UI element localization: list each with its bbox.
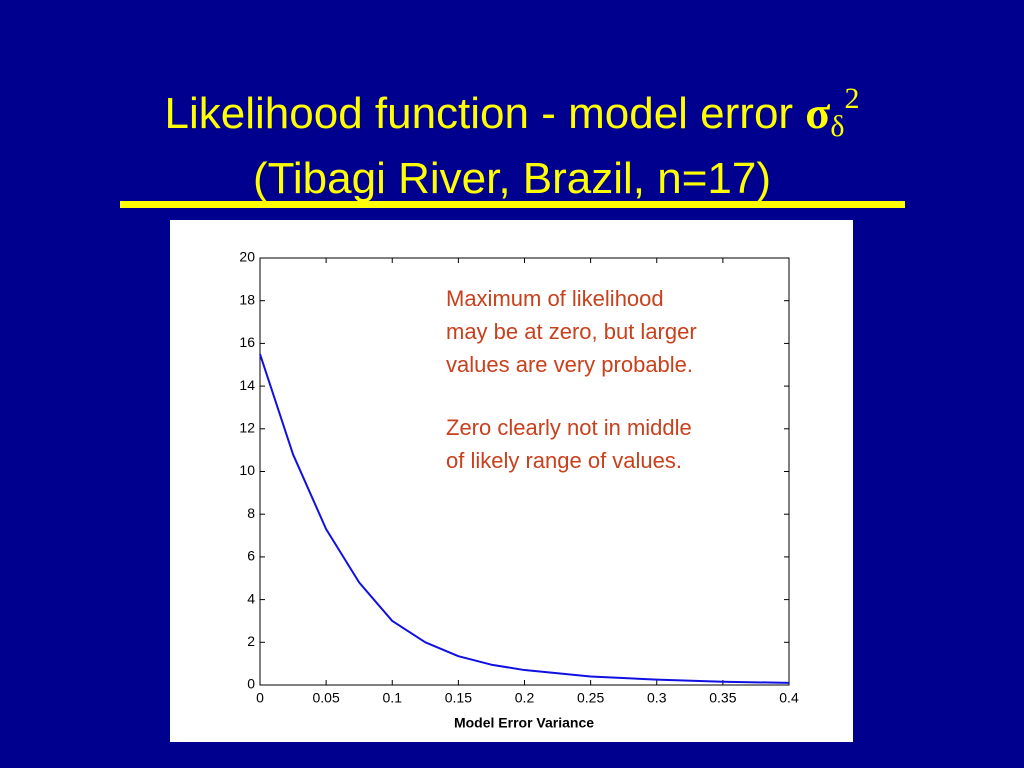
y-tick-label: 12	[239, 420, 255, 436]
x-tick-label: 0.35	[709, 690, 736, 706]
y-tick-label: 4	[247, 590, 255, 606]
y-tick-label: 10	[239, 462, 255, 478]
y-tick-label: 20	[239, 249, 255, 265]
title-underline	[120, 201, 905, 208]
x-tick-label: 0.1	[383, 690, 403, 706]
y-tick-label: 18	[239, 291, 255, 307]
x-tick-label: 0.05	[313, 690, 340, 706]
title-sigma: σ	[805, 87, 830, 138]
y-tick-label: 6	[247, 548, 255, 564]
annotation-line: Zero clearly not in middle	[446, 415, 692, 440]
chart-panel	[170, 220, 853, 742]
x-axis-label: Model Error Variance	[454, 715, 594, 731]
likelihood-line	[259, 353, 790, 684]
x-tick-label: 0.2	[515, 690, 535, 706]
x-tick-label: 0.25	[577, 690, 604, 706]
annotation-line: Maximum of likelihood	[446, 286, 664, 311]
x-tick-label: 0	[256, 690, 264, 706]
x-tick-label: 0.3	[647, 690, 667, 706]
x-tick-label: 0.4	[779, 690, 799, 706]
title: Likelihood function - model error σδ2	[165, 82, 860, 143]
annotation-line: may be at zero, but larger	[446, 319, 697, 344]
subtitle: (Tibagi River, Brazil, n=17)	[253, 154, 771, 203]
annotation-line: of likely range of values.	[446, 448, 682, 473]
title-subscript: δ	[830, 110, 844, 143]
title-text: Likelihood function - model error	[165, 89, 806, 138]
y-tick-label: 0	[247, 676, 255, 692]
y-tick-label: 16	[239, 334, 255, 350]
annotation-line: values are very probable.	[446, 352, 693, 377]
y-tick-label: 2	[247, 633, 255, 649]
y-tick-label: 8	[247, 505, 255, 521]
x-tick-label: 0.15	[445, 690, 472, 706]
title-superscript: 2	[844, 82, 859, 115]
y-tick-label: 14	[239, 377, 255, 393]
